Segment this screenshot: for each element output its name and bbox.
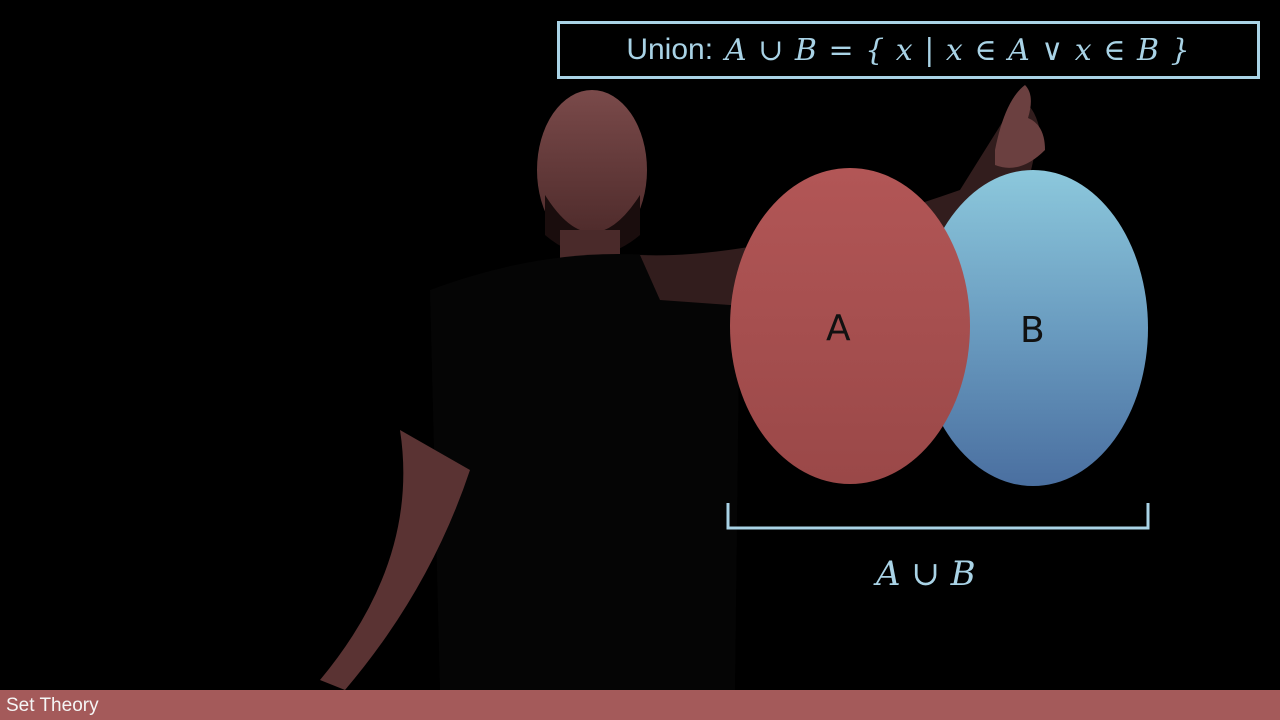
set-a-label: A <box>826 308 851 349</box>
union-definition-box: Union: A ∪ B = { x | x ∈ A ∨ x ∈ B } <box>557 21 1260 79</box>
presenter-lower-arm <box>320 430 470 690</box>
presenter-raised-arm <box>640 103 1040 310</box>
presenter-head <box>537 90 647 250</box>
union-label: A ∪ B <box>876 554 976 594</box>
set-b-circle <box>918 170 1148 486</box>
presenter-torso <box>430 254 740 690</box>
set-b-label: B <box>1020 310 1045 351</box>
definition-lead: Union: <box>626 33 714 66</box>
presenter-hand <box>995 85 1045 168</box>
definition-formula: A ∪ B = { x | x ∈ A ∨ x ∈ B } <box>725 32 1191 68</box>
set-a-circle <box>730 168 970 484</box>
footer-bar: Set Theory <box>0 690 1280 720</box>
union-bracket <box>726 503 1150 530</box>
footer-title: Set Theory <box>6 695 99 716</box>
